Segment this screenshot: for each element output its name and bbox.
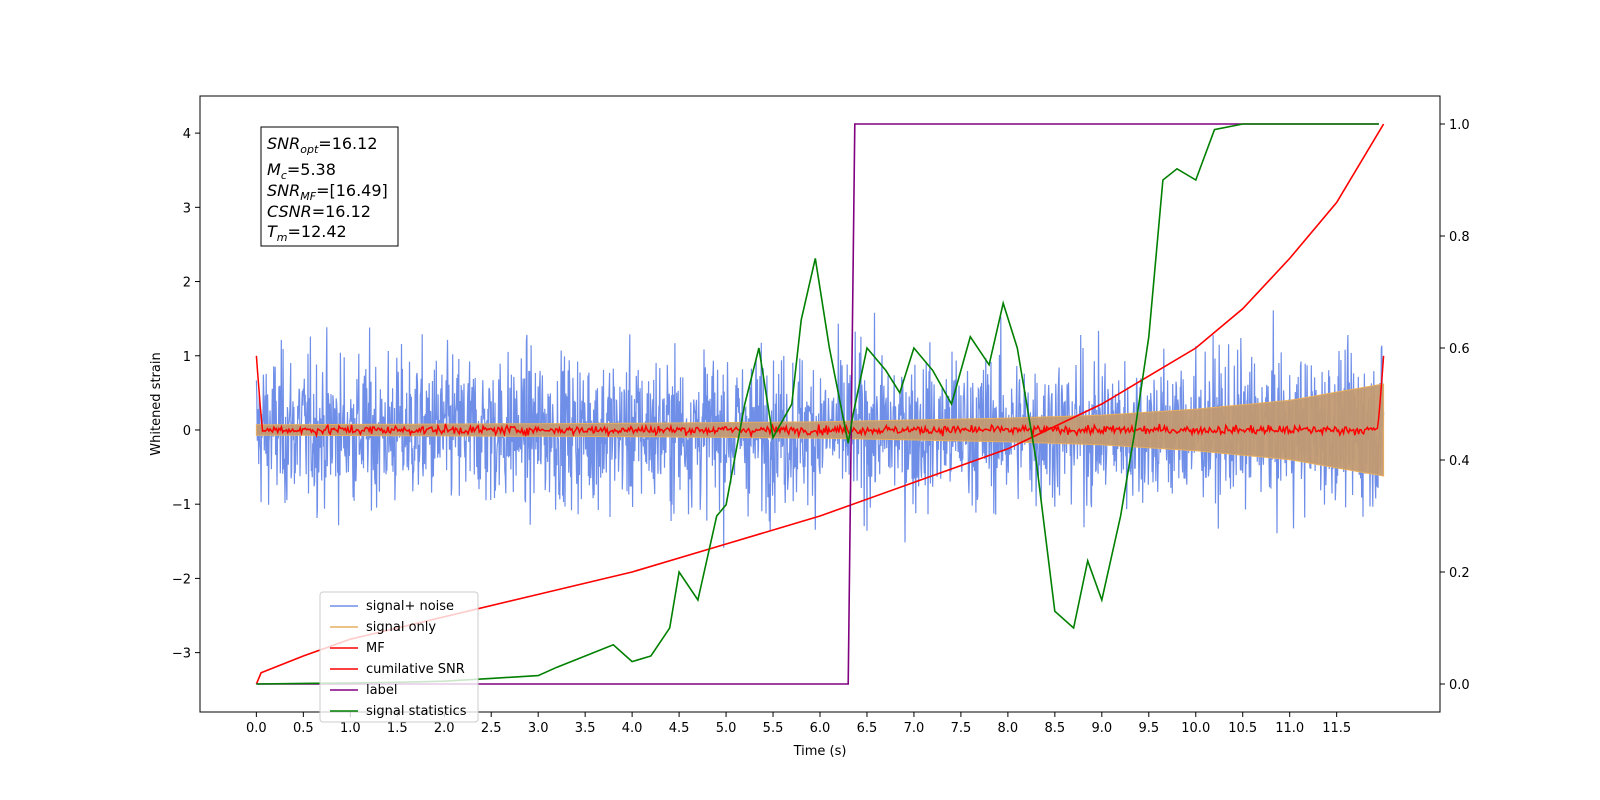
annotation-frame	[260, 126, 399, 247]
x-tick-label: 2.0	[434, 721, 455, 736]
x-tick-label: 8.5	[1045, 721, 1066, 736]
x-tick-label: 11.0	[1275, 721, 1304, 736]
x-axis: 0.0 0.5 1.0 1.5 2.0 2.5 3.0 3.5 4.0 4.5 5.0 5.5 6.0 6…	[246, 712, 1351, 736]
x-tick-label: 1.0	[340, 721, 361, 736]
legend-entry-signal-only: signal only	[366, 620, 436, 635]
y-axis-label: Whitened strain	[149, 352, 164, 455]
x-tick-label: 8.0	[998, 721, 1019, 736]
y-tick-label: 3	[183, 201, 191, 216]
annotation-mc: Mc=5.38	[267, 160, 336, 182]
series-label	[256, 123, 1379, 685]
series-mf	[255, 355, 1385, 439]
legend-frame	[319, 591, 479, 723]
x-tick-label: 4.5	[669, 721, 690, 736]
annotation-tm: Tm=12.42	[267, 222, 347, 244]
y-axis-right: 0.0 0.2 0.4 0.6 0.8 1.0	[1440, 118, 1470, 693]
x-tick-label: 10.0	[1181, 721, 1210, 736]
x-tick-label: 0.5	[293, 721, 314, 736]
legend-entry-label: label	[366, 683, 397, 698]
x-tick-label: 5.5	[763, 721, 784, 736]
x-tick-label: 0.0	[246, 721, 267, 736]
annotation-snr-mf: SNRMF=[16.49]	[267, 181, 388, 203]
y-tick-label: 2	[183, 276, 191, 291]
y2-tick-label: 0.0	[1449, 678, 1470, 693]
annotation-box: SNRopt=16.12 Mc=5.38 SNRMF=[16.49] CSNR=…	[260, 126, 399, 247]
x-tick-label: 3.0	[528, 721, 549, 736]
y2-tick-label: 0.2	[1449, 566, 1470, 581]
x-tick-label: 1.5	[387, 721, 408, 736]
x-tick-label: 7.0	[904, 721, 925, 736]
x-tick-label: 9.5	[1138, 721, 1159, 736]
legend-entry-cumulative-snr: cumilative SNR	[366, 662, 465, 677]
y-tick-label: 4	[183, 127, 191, 142]
legend-entry-signal-noise: signal+ noise	[366, 599, 454, 614]
x-tick-label: 3.5	[575, 721, 596, 736]
plot-area	[255, 123, 1385, 685]
y2-tick-label: 1.0	[1449, 118, 1470, 133]
x-tick-label: 7.5	[951, 721, 972, 736]
x-tick-label: 2.5	[481, 721, 502, 736]
y-tick-label: −2	[172, 572, 191, 587]
annotation-snr-opt: SNRopt=16.12	[267, 134, 378, 156]
series-signal-statistics	[256, 123, 1379, 685]
series-signal-noise	[255, 310, 1385, 548]
y-tick-label: 0	[183, 424, 191, 439]
x-axis-label: Time (s)	[793, 744, 847, 759]
legend: signal+ noise signal only MF cumilative …	[319, 591, 479, 723]
x-tick-label: 9.0	[1091, 721, 1112, 736]
x-tick-label: 10.5	[1228, 721, 1257, 736]
x-tick-label: 6.5	[857, 721, 878, 736]
y2-tick-label: 0.4	[1449, 454, 1470, 469]
x-tick-label: 6.0	[810, 721, 831, 736]
y-tick-label: 1	[183, 350, 191, 365]
x-tick-label: 4.0	[622, 721, 643, 736]
annotation-csnr: CSNR=16.12	[267, 202, 371, 221]
x-tick-label: 11.5	[1322, 721, 1351, 736]
legend-entry-mf: MF	[366, 641, 385, 656]
y-axis-left: −3 −2 −1 0 1 2 3 4	[172, 127, 200, 662]
y-tick-label: −1	[172, 498, 191, 513]
legend-entry-signal-statistics: signal statistics	[366, 704, 467, 719]
x-tick-label: 5.0	[716, 721, 737, 736]
y-tick-label: −3	[172, 647, 191, 662]
y2-tick-label: 0.6	[1449, 342, 1470, 357]
y2-tick-label: 0.8	[1449, 230, 1470, 245]
